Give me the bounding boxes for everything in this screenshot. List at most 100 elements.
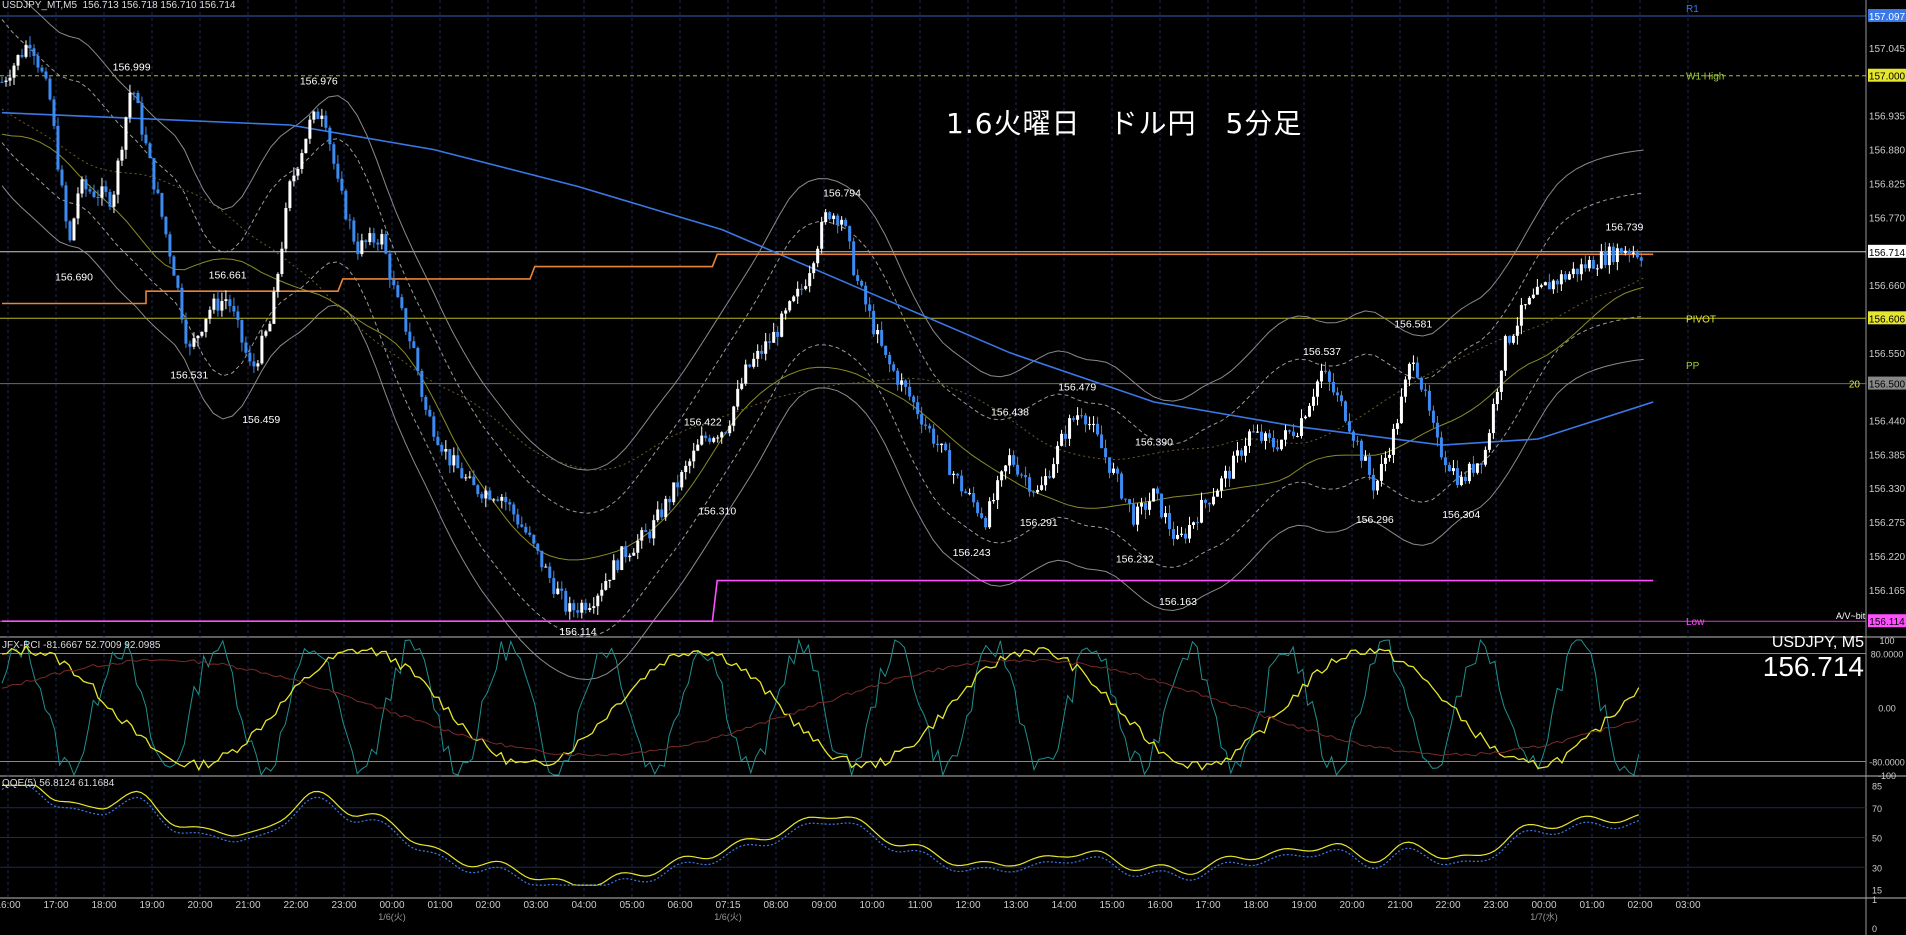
candle-body bbox=[748, 364, 752, 367]
candle-body bbox=[952, 473, 956, 475]
candle-body bbox=[724, 432, 728, 434]
candle-body bbox=[1491, 404, 1495, 434]
candle-body bbox=[72, 218, 76, 241]
price-axis-tick: 156.385 bbox=[1869, 450, 1906, 461]
candle-body bbox=[628, 555, 632, 558]
time-axis-label: 01:00 bbox=[1579, 900, 1604, 911]
rci-mid-line bbox=[1, 645, 1640, 772]
candle-body bbox=[1567, 274, 1571, 280]
qqe-signal-line bbox=[1, 784, 1640, 886]
candle-body bbox=[836, 215, 840, 225]
candle-body bbox=[116, 160, 120, 195]
candle-body bbox=[980, 513, 984, 518]
price-axis-tick: 156.550 bbox=[1869, 349, 1906, 360]
candle-body bbox=[828, 212, 832, 220]
candle-body bbox=[900, 380, 904, 385]
candle-body bbox=[884, 345, 888, 355]
price-annotation: 156.537 bbox=[1303, 346, 1341, 358]
price-annotation: 156.296 bbox=[1356, 514, 1394, 526]
price-annotation: 156.976 bbox=[300, 76, 338, 88]
candle-body bbox=[220, 301, 224, 311]
candle-body bbox=[1495, 391, 1499, 405]
time-axis-label: 04:00 bbox=[571, 900, 596, 911]
price-annotation: 156.531 bbox=[170, 369, 208, 381]
candle-body bbox=[612, 560, 616, 580]
candle-body bbox=[1479, 463, 1483, 465]
candle-body bbox=[1216, 490, 1220, 497]
candle-body bbox=[1032, 491, 1036, 493]
time-axis-label: 01:00 bbox=[427, 900, 452, 911]
candle-body bbox=[1060, 433, 1064, 446]
qqe-axis-tick: 70 bbox=[1872, 804, 1882, 814]
candle-body bbox=[916, 402, 920, 415]
candle-body bbox=[416, 347, 420, 371]
candle-body bbox=[424, 396, 428, 410]
candle-body bbox=[96, 196, 100, 198]
price-axis-tick: 156.935 bbox=[1869, 112, 1906, 123]
candle-body bbox=[520, 524, 524, 527]
candle-body bbox=[1547, 282, 1551, 290]
candle-body bbox=[564, 590, 568, 612]
candle-body bbox=[240, 320, 244, 343]
candle-body bbox=[752, 358, 756, 367]
candle-body bbox=[592, 606, 596, 608]
price-axis-highlight-box bbox=[1868, 68, 1906, 82]
price-axis-tick: 156.770 bbox=[1869, 213, 1906, 224]
candle-body bbox=[224, 299, 228, 302]
candle-body bbox=[52, 99, 56, 126]
candle-body bbox=[556, 588, 560, 595]
candle-body bbox=[120, 149, 124, 161]
candle-body bbox=[668, 498, 672, 503]
candle-body bbox=[1439, 437, 1443, 458]
candle-body bbox=[280, 248, 284, 275]
candle-body bbox=[552, 577, 556, 595]
rci-fast-line bbox=[1, 638, 1640, 777]
price-axis-tick: 156.220 bbox=[1869, 552, 1906, 563]
candle-body bbox=[1423, 389, 1427, 391]
candle-body bbox=[640, 530, 644, 541]
candle-body bbox=[944, 443, 948, 451]
candle-body bbox=[1451, 468, 1455, 472]
candle-body bbox=[1228, 470, 1232, 479]
candle-body bbox=[1635, 252, 1639, 258]
candle-body bbox=[764, 341, 768, 354]
candle-body bbox=[1200, 499, 1204, 523]
candle-body bbox=[804, 286, 808, 289]
candle-body bbox=[972, 493, 976, 503]
candle-body bbox=[400, 297, 404, 309]
candle-body bbox=[1008, 455, 1012, 466]
time-axis-label: 14:00 bbox=[1051, 900, 1076, 911]
price-annotation: 156.479 bbox=[1058, 381, 1096, 393]
candle-body bbox=[768, 341, 772, 343]
candle-body bbox=[1443, 457, 1447, 466]
price-axis-tick: 157.045 bbox=[1869, 44, 1906, 55]
candle-body bbox=[248, 352, 252, 362]
candle-body bbox=[540, 550, 544, 568]
candle-body bbox=[1080, 415, 1084, 417]
candle-body bbox=[708, 438, 712, 442]
candle-body bbox=[780, 313, 784, 337]
level-label: W1 High bbox=[1686, 72, 1724, 83]
candle-body bbox=[1395, 423, 1399, 429]
candle-body bbox=[604, 580, 608, 590]
price-annotation: 156.291 bbox=[1020, 517, 1058, 529]
candle-body bbox=[128, 92, 132, 118]
candle-body bbox=[1251, 431, 1255, 433]
bollinger-inner-lower bbox=[1, 142, 1644, 637]
candle-body bbox=[924, 424, 928, 426]
candle-body bbox=[412, 341, 416, 348]
qqe-axis-tick: 30 bbox=[1872, 863, 1882, 873]
candle-body bbox=[844, 219, 848, 227]
candle-body bbox=[652, 520, 656, 539]
candle-body bbox=[1184, 533, 1188, 539]
candle-body bbox=[684, 465, 688, 473]
candle-body bbox=[100, 186, 104, 198]
candle-body bbox=[428, 409, 432, 417]
candle-body bbox=[740, 383, 744, 389]
candle-body bbox=[512, 504, 516, 515]
candle-body bbox=[928, 425, 932, 429]
candle-body bbox=[1575, 268, 1579, 275]
candle-body bbox=[1419, 377, 1423, 390]
time-axis-label: 02:00 bbox=[475, 900, 500, 911]
